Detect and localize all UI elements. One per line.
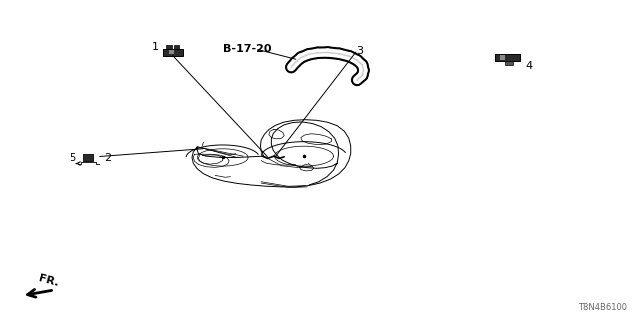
- Text: FR.: FR.: [38, 274, 60, 289]
- Text: 3: 3: [356, 45, 363, 56]
- Bar: [166, 45, 172, 49]
- Text: B-17-20: B-17-20: [223, 44, 271, 54]
- Bar: [495, 54, 520, 61]
- Bar: [163, 49, 183, 56]
- Text: 5: 5: [69, 153, 76, 164]
- Text: 2: 2: [104, 153, 111, 164]
- Text: T8N4B6100: T8N4B6100: [578, 303, 627, 312]
- Bar: [174, 45, 179, 49]
- Text: 1: 1: [152, 42, 159, 52]
- Bar: [83, 154, 93, 161]
- Bar: [505, 61, 513, 65]
- Text: 4: 4: [525, 61, 532, 71]
- Bar: [169, 50, 174, 54]
- Bar: [500, 55, 505, 60]
